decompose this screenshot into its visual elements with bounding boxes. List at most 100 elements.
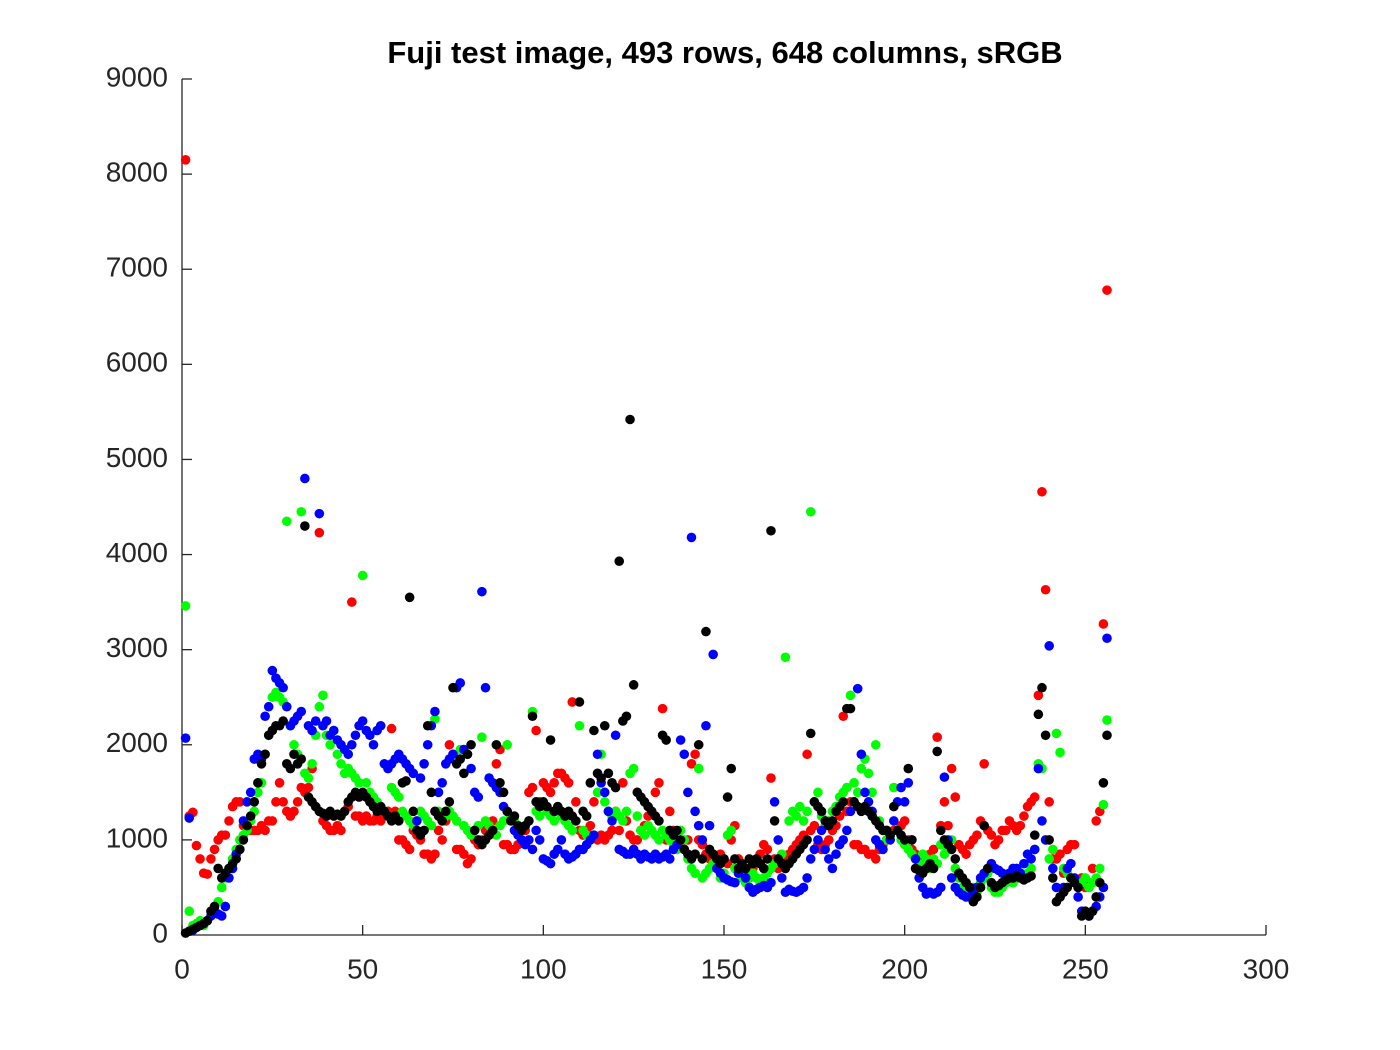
point	[766, 877, 776, 888]
point	[993, 835, 1004, 845]
point	[845, 806, 856, 817]
point	[542, 801, 552, 812]
point	[469, 825, 480, 836]
point	[889, 801, 899, 812]
point	[498, 787, 509, 798]
point	[686, 532, 697, 543]
point	[386, 723, 397, 734]
point	[766, 525, 776, 536]
point	[603, 806, 614, 817]
point	[650, 787, 661, 798]
point	[708, 649, 718, 660]
point	[238, 835, 249, 845]
point	[1026, 863, 1036, 874]
point	[1102, 285, 1112, 295]
point	[260, 825, 270, 836]
point	[235, 797, 245, 807]
point	[300, 521, 310, 531]
point	[856, 749, 867, 760]
point	[1055, 747, 1065, 758]
point	[459, 849, 469, 859]
point	[946, 844, 957, 855]
point	[245, 811, 256, 821]
point	[1044, 797, 1054, 807]
point	[1066, 858, 1076, 869]
point	[972, 830, 982, 840]
point	[368, 739, 379, 750]
point	[599, 720, 610, 731]
y-tick-label: 7000	[106, 252, 168, 283]
point	[267, 816, 278, 826]
point	[202, 869, 213, 879]
x-tick-label: 50	[347, 953, 378, 984]
point	[961, 849, 971, 859]
point	[318, 690, 328, 701]
point	[260, 749, 270, 760]
point	[726, 825, 737, 836]
point	[628, 680, 639, 690]
point	[1019, 858, 1029, 869]
point	[563, 778, 574, 788]
point	[827, 863, 838, 874]
point	[300, 473, 310, 484]
point	[816, 806, 827, 817]
point	[531, 725, 541, 736]
point	[675, 735, 686, 745]
point	[589, 830, 599, 840]
point	[791, 811, 802, 821]
point	[910, 854, 921, 864]
point	[769, 816, 780, 826]
point	[675, 835, 686, 845]
point	[1037, 682, 1047, 693]
point	[654, 835, 664, 845]
point	[303, 782, 314, 793]
point	[242, 820, 252, 831]
point	[422, 720, 433, 731]
point	[314, 508, 325, 519]
point	[336, 825, 346, 836]
point	[260, 711, 270, 722]
point	[314, 701, 325, 712]
point	[314, 527, 325, 538]
point	[599, 797, 610, 807]
point	[357, 570, 368, 581]
point	[809, 820, 820, 831]
point	[473, 792, 484, 802]
point	[339, 806, 350, 817]
point	[549, 816, 559, 826]
point	[527, 844, 538, 855]
point	[289, 749, 299, 760]
point	[498, 816, 509, 826]
x-tick-label: 150	[701, 953, 748, 984]
point	[740, 863, 751, 874]
point	[610, 730, 621, 741]
point	[524, 835, 534, 845]
chart-title: Fuji test image, 493 rows, 648 columns, …	[387, 35, 1062, 70]
point	[690, 849, 700, 859]
point	[321, 716, 332, 726]
point	[1069, 839, 1080, 850]
point	[816, 825, 827, 836]
point	[1102, 730, 1112, 741]
point	[571, 797, 581, 807]
point	[805, 728, 816, 739]
point	[936, 825, 946, 836]
point	[437, 816, 447, 826]
point	[567, 825, 578, 836]
point	[213, 863, 223, 874]
point	[665, 854, 675, 864]
point	[274, 778, 285, 788]
point	[932, 732, 942, 742]
point	[527, 711, 538, 722]
point	[614, 825, 625, 836]
x-tick-label: 300	[1243, 953, 1290, 984]
point	[365, 730, 375, 741]
point	[361, 778, 372, 788]
point	[419, 759, 429, 769]
point	[296, 706, 307, 717]
y-tick-label: 6000	[106, 347, 168, 378]
point	[719, 854, 729, 864]
x-tick-label: 200	[881, 953, 928, 984]
point	[545, 787, 556, 798]
